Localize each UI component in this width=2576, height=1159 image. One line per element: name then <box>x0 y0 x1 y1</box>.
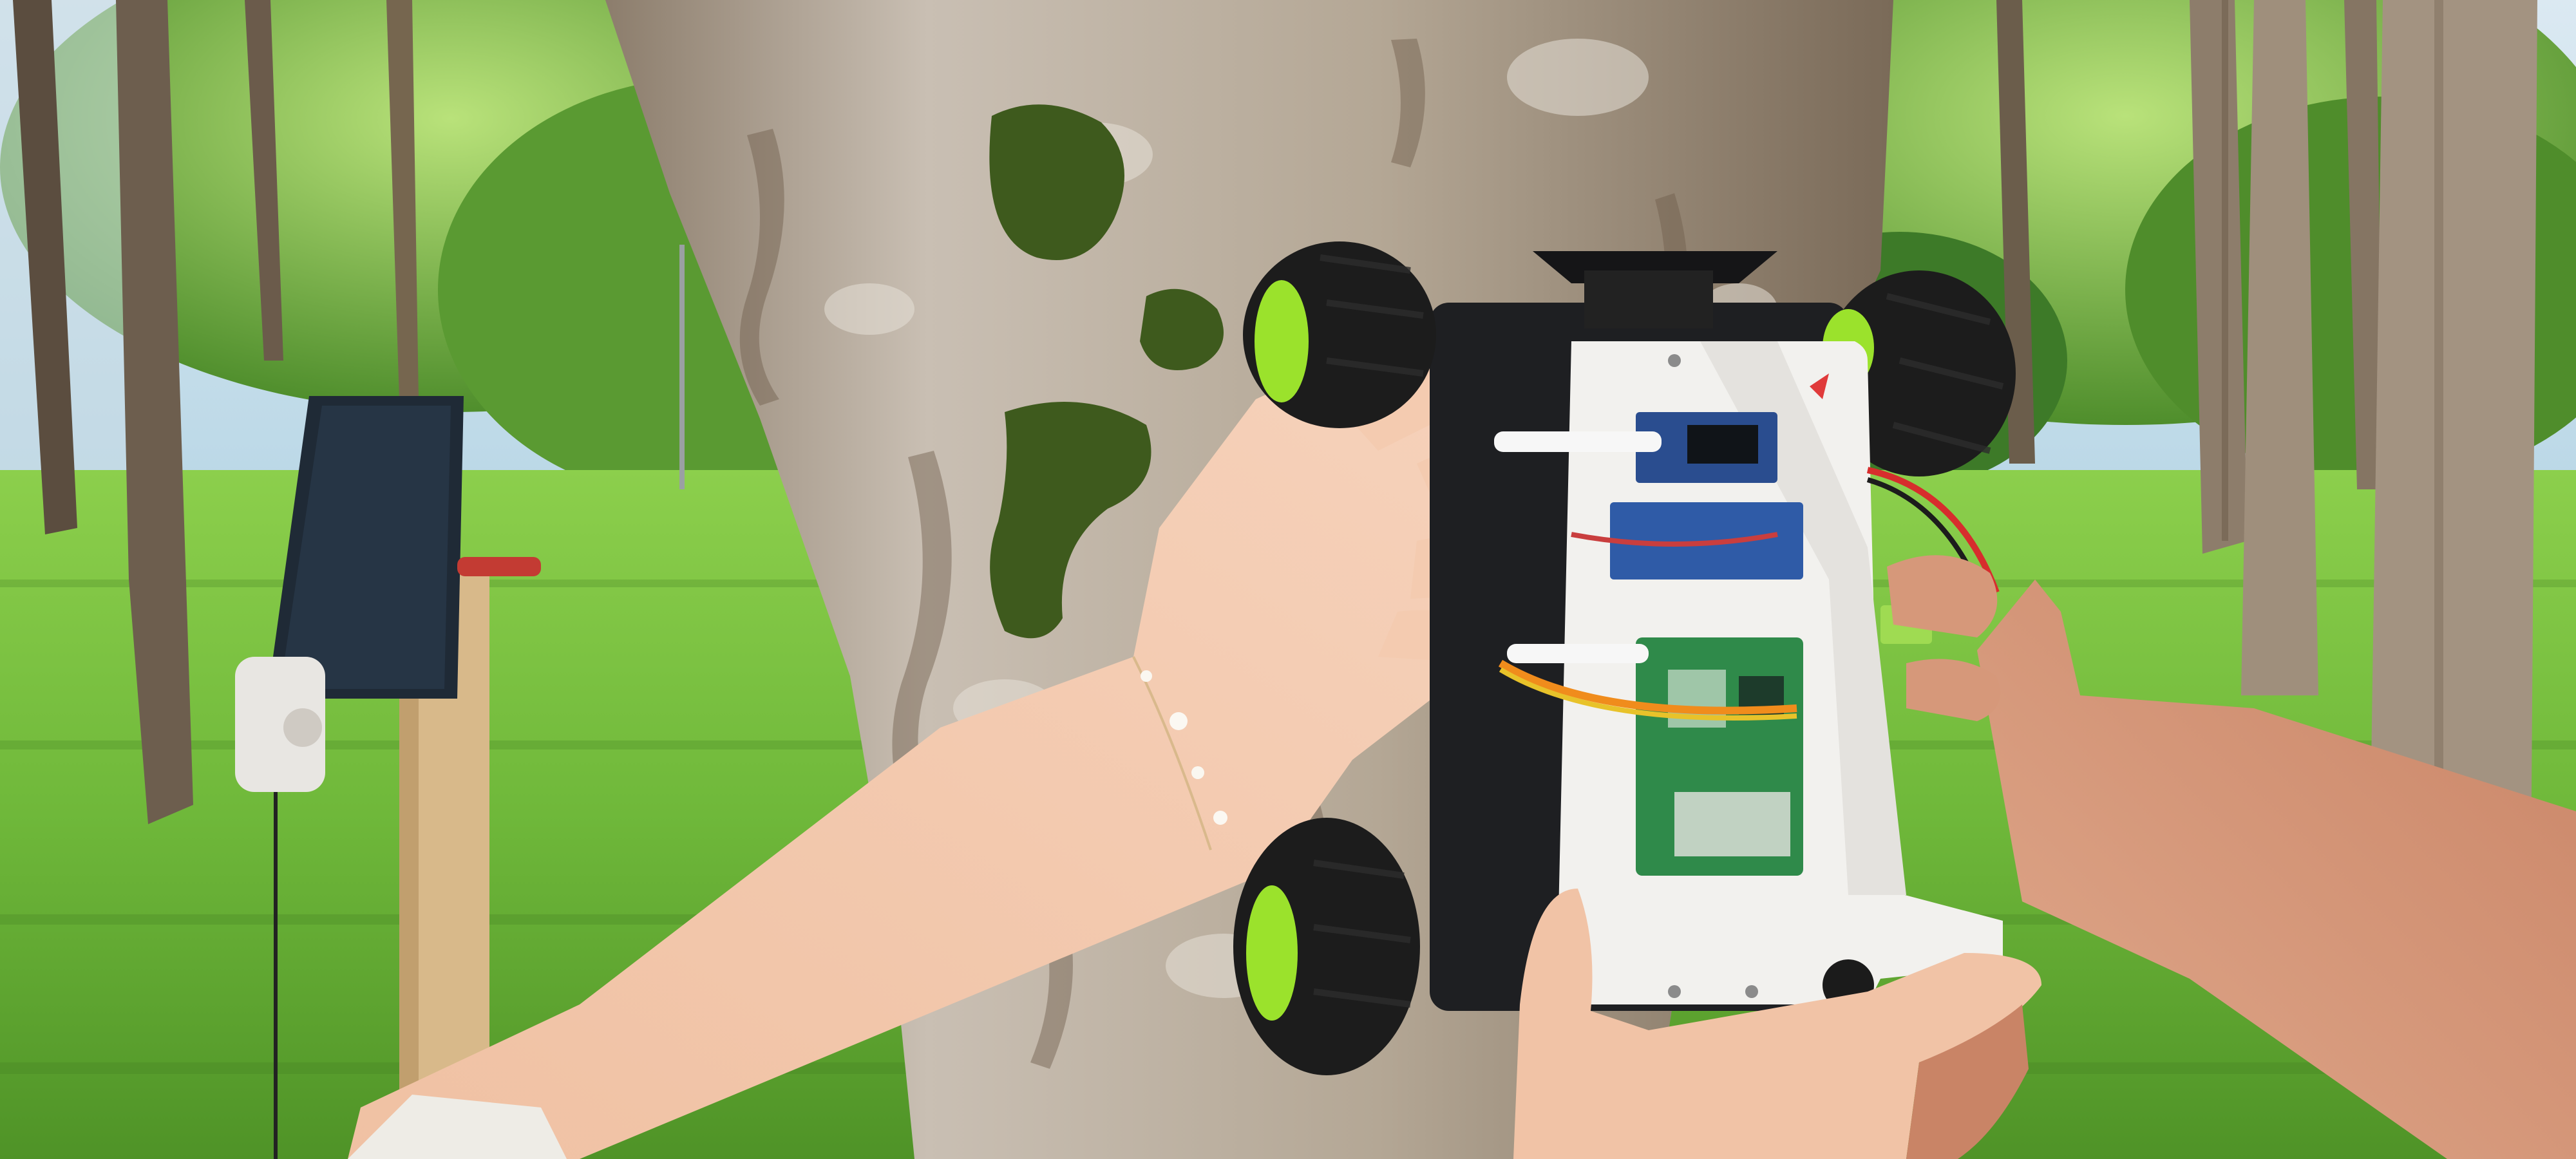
background-trees-right <box>1996 0 2537 876</box>
right-hand-fingers <box>1887 555 2000 721</box>
solar-panel-on-stake <box>235 396 541 1159</box>
sleeve <box>348 1095 567 1159</box>
wheel-front-left <box>1243 241 1436 428</box>
right-arm <box>1977 580 2576 1159</box>
bottom-hand <box>1513 889 2041 1159</box>
background-trees-left <box>13 0 685 824</box>
left-arm <box>348 361 1546 1159</box>
bottom-right-fingers <box>1906 1004 2029 1159</box>
moss-patches <box>989 104 1224 639</box>
pearl-bracelet <box>1132 656 1227 851</box>
wheel-rear-left <box>1233 818 1420 1075</box>
